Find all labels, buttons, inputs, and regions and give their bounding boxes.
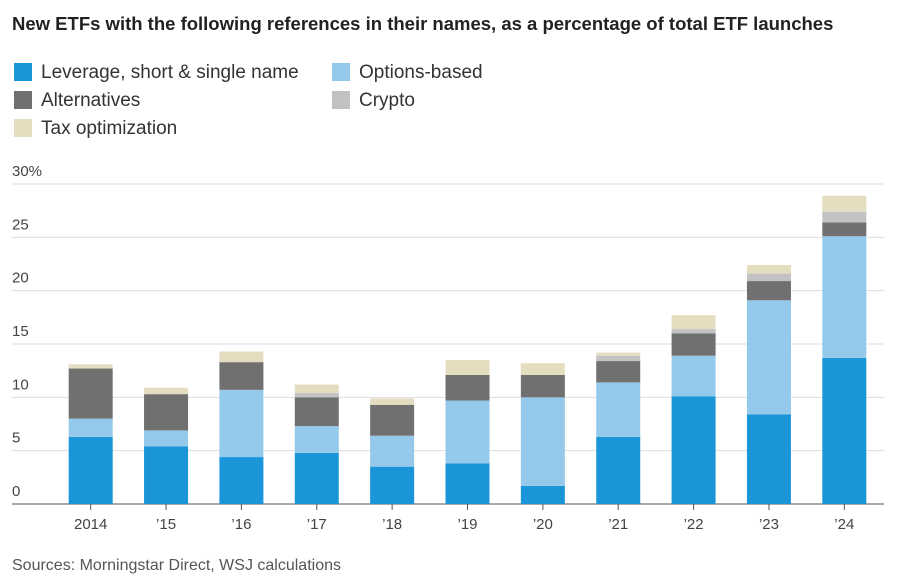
bar-segment bbox=[144, 430, 189, 447]
bar-segment bbox=[671, 396, 716, 504]
x-tick-label: ’23 bbox=[759, 516, 779, 533]
bar-segment bbox=[746, 265, 791, 274]
bar-segment bbox=[822, 211, 867, 223]
bar-segment bbox=[520, 374, 565, 398]
bar-segment bbox=[445, 463, 490, 504]
bar-segment bbox=[144, 446, 189, 504]
bar-segment bbox=[520, 397, 565, 486]
bar-segment bbox=[746, 300, 791, 415]
y-tick-label: 0 bbox=[12, 483, 20, 500]
bar-segment bbox=[219, 389, 264, 458]
bar-segment bbox=[822, 236, 867, 358]
bar-segment bbox=[370, 404, 415, 436]
bar-segment bbox=[596, 355, 641, 362]
legend-swatch bbox=[14, 119, 32, 137]
bar-segment bbox=[445, 360, 490, 375]
bar-segment bbox=[370, 398, 415, 405]
bar-segment bbox=[68, 418, 113, 437]
bar-segment bbox=[445, 400, 490, 464]
bar-segment bbox=[294, 426, 339, 453]
x-tick-label: ’17 bbox=[307, 516, 327, 533]
bar-segment bbox=[68, 436, 113, 504]
bar-segment bbox=[68, 368, 113, 419]
x-tick-label: ’18 bbox=[382, 516, 402, 533]
bar-segment bbox=[822, 357, 867, 504]
bar-segment bbox=[370, 435, 415, 467]
y-tick-label: 30% bbox=[12, 163, 42, 180]
legend-swatch bbox=[14, 91, 32, 109]
x-tick-label: ’19 bbox=[457, 516, 477, 533]
bar-segment bbox=[144, 387, 189, 395]
bar-segment bbox=[822, 195, 867, 212]
bar-segment bbox=[822, 222, 867, 237]
x-tick-label: ’15 bbox=[156, 516, 176, 533]
bar-segment bbox=[294, 384, 339, 394]
bar-segment bbox=[596, 361, 641, 383]
legend-swatch bbox=[332, 91, 350, 109]
bar-segment bbox=[219, 351, 264, 363]
legend-swatch bbox=[14, 63, 32, 81]
bar-segment bbox=[144, 394, 189, 431]
bar-segment bbox=[219, 362, 264, 390]
x-tick-label: ’24 bbox=[834, 516, 854, 533]
legend-label: Alternatives bbox=[41, 90, 140, 111]
x-tick-label: ’16 bbox=[231, 516, 251, 533]
bar-segment bbox=[596, 382, 641, 437]
bar-segment bbox=[596, 436, 641, 504]
bar-segment bbox=[219, 457, 264, 504]
bar-segment bbox=[746, 414, 791, 504]
x-tick-label: ’20 bbox=[533, 516, 553, 533]
bar-segment bbox=[370, 466, 415, 504]
bar-segment bbox=[671, 333, 716, 356]
x-tick-label: 2014 bbox=[74, 516, 107, 533]
bar-segment bbox=[445, 374, 490, 401]
x-tick-label: ’21 bbox=[608, 516, 628, 533]
bar-segment bbox=[294, 397, 339, 427]
bar-segment bbox=[294, 393, 339, 398]
y-tick-label: 15 bbox=[12, 323, 29, 340]
x-tick-label: ’22 bbox=[684, 516, 704, 533]
bar-segment bbox=[746, 273, 791, 282]
bar-segment bbox=[671, 355, 716, 397]
bar-segment bbox=[294, 452, 339, 504]
y-tick-label: 25 bbox=[12, 216, 29, 233]
legend-label: Tax optimization bbox=[41, 118, 177, 139]
bar-segment bbox=[596, 352, 641, 356]
bar-segment bbox=[520, 363, 565, 375]
legend-label: Crypto bbox=[359, 90, 415, 111]
source-note: Sources: Morningstar Direct, WSJ calcula… bbox=[12, 557, 341, 574]
bar-segment bbox=[68, 364, 113, 369]
y-tick-label: 10 bbox=[12, 376, 29, 393]
legend-label: Leverage, short & single name bbox=[41, 62, 299, 83]
legend-swatch bbox=[332, 63, 350, 81]
bar-segment bbox=[746, 281, 791, 301]
y-tick-label: 20 bbox=[12, 270, 29, 287]
y-tick-label: 5 bbox=[12, 430, 20, 447]
bar-segment bbox=[671, 315, 716, 330]
bar-segment bbox=[520, 485, 565, 504]
chart-title: New ETFs with the following references i… bbox=[12, 13, 833, 34]
bar-segment bbox=[671, 329, 716, 334]
legend-label: Options-based bbox=[359, 62, 483, 83]
